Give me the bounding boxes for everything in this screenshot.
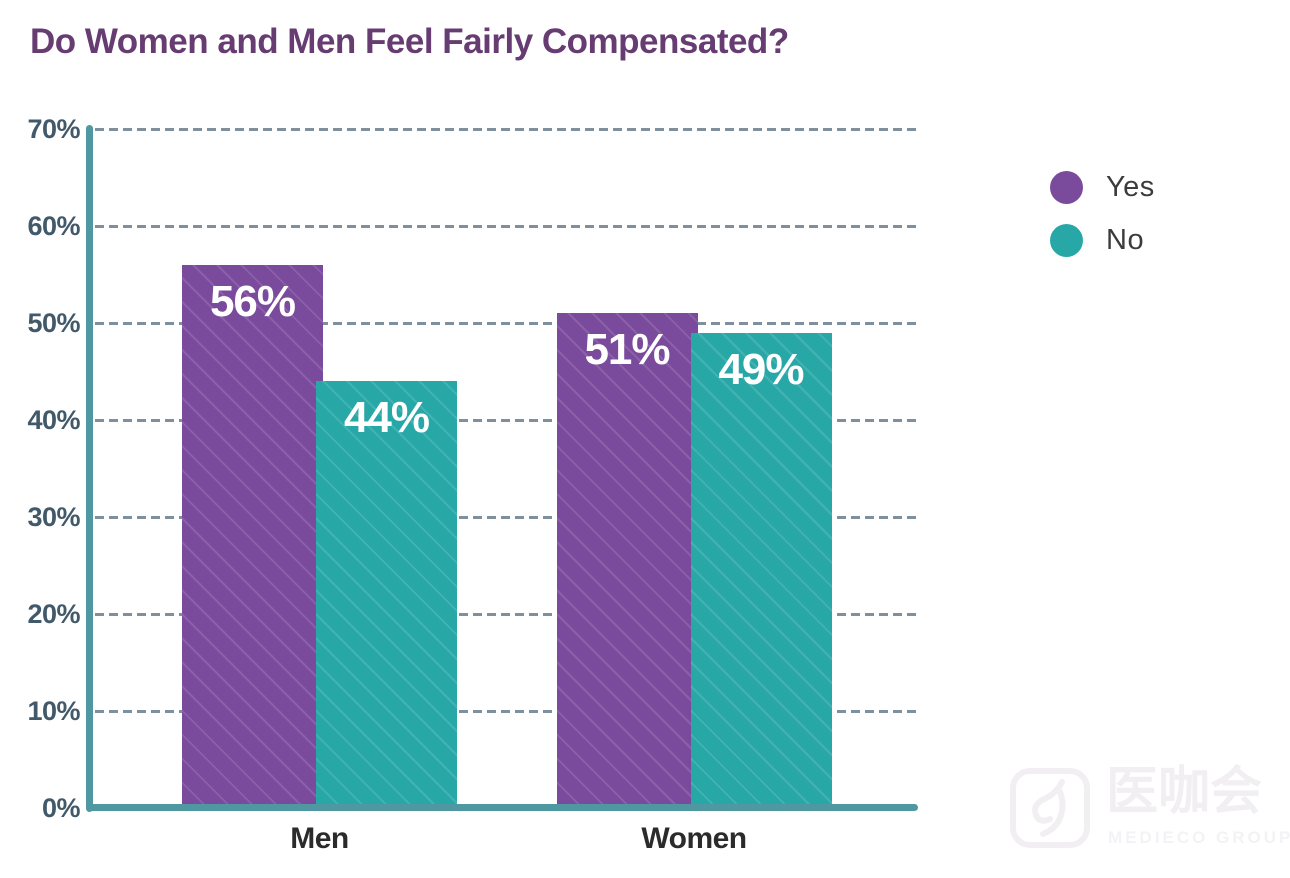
legend-swatch-no-icon [1050,224,1083,257]
legend-label-no: No [1106,224,1145,256]
bar-value-label: 51% [584,325,670,375]
y-tick-label-70%: 70% [27,114,80,144]
gridline-30% [95,515,917,519]
chart-title: Do Women and Men Feel Fairly Compensated… [30,22,789,61]
legend-item-yes: Yes [1050,171,1155,204]
y-tick-label-20%: 20% [27,599,80,629]
legend-item-no: No [1050,224,1155,257]
legend-label-yes: Yes [1106,171,1155,203]
y-tick-label-50%: 50% [27,308,80,338]
legend: Yes No [1050,171,1155,277]
x-axis-line [86,804,918,811]
x-category-label-women: Women [641,822,747,855]
gridline-20% [95,612,917,616]
legend-swatch-yes-icon [1050,171,1083,204]
medieco-logo-icon [1010,768,1090,848]
y-tick-label-60%: 60% [27,211,80,241]
bar-men-yes [182,264,323,808]
bar-value-label: 44% [343,393,430,443]
x-category-label-men: Men [290,822,349,855]
gridline-60% [95,224,917,228]
bar-women-no [690,332,832,808]
watermark-cjk-text: 医咖会 [1106,763,1263,821]
gridline-50% [95,321,917,325]
y-tick-label-40%: 40% [27,405,80,435]
bar-men-no [316,381,457,808]
watermark: 医咖会 MEDIECO GROUP [1010,763,1290,864]
y-tick-label-0%: 0% [41,793,81,823]
bar-women-yes [556,313,698,808]
gridline-40% [95,418,917,422]
y-tick-label-10%: 10% [27,696,80,726]
watermark-latin-text: MEDIECO GROUP [1108,828,1290,847]
gridline-10% [95,709,917,713]
gridline-70% [95,127,917,131]
bar-value-label: 56% [209,276,296,326]
y-tick-label-30%: 30% [27,502,80,532]
bar-value-label: 49% [718,344,804,394]
y-axis-line [86,125,93,812]
